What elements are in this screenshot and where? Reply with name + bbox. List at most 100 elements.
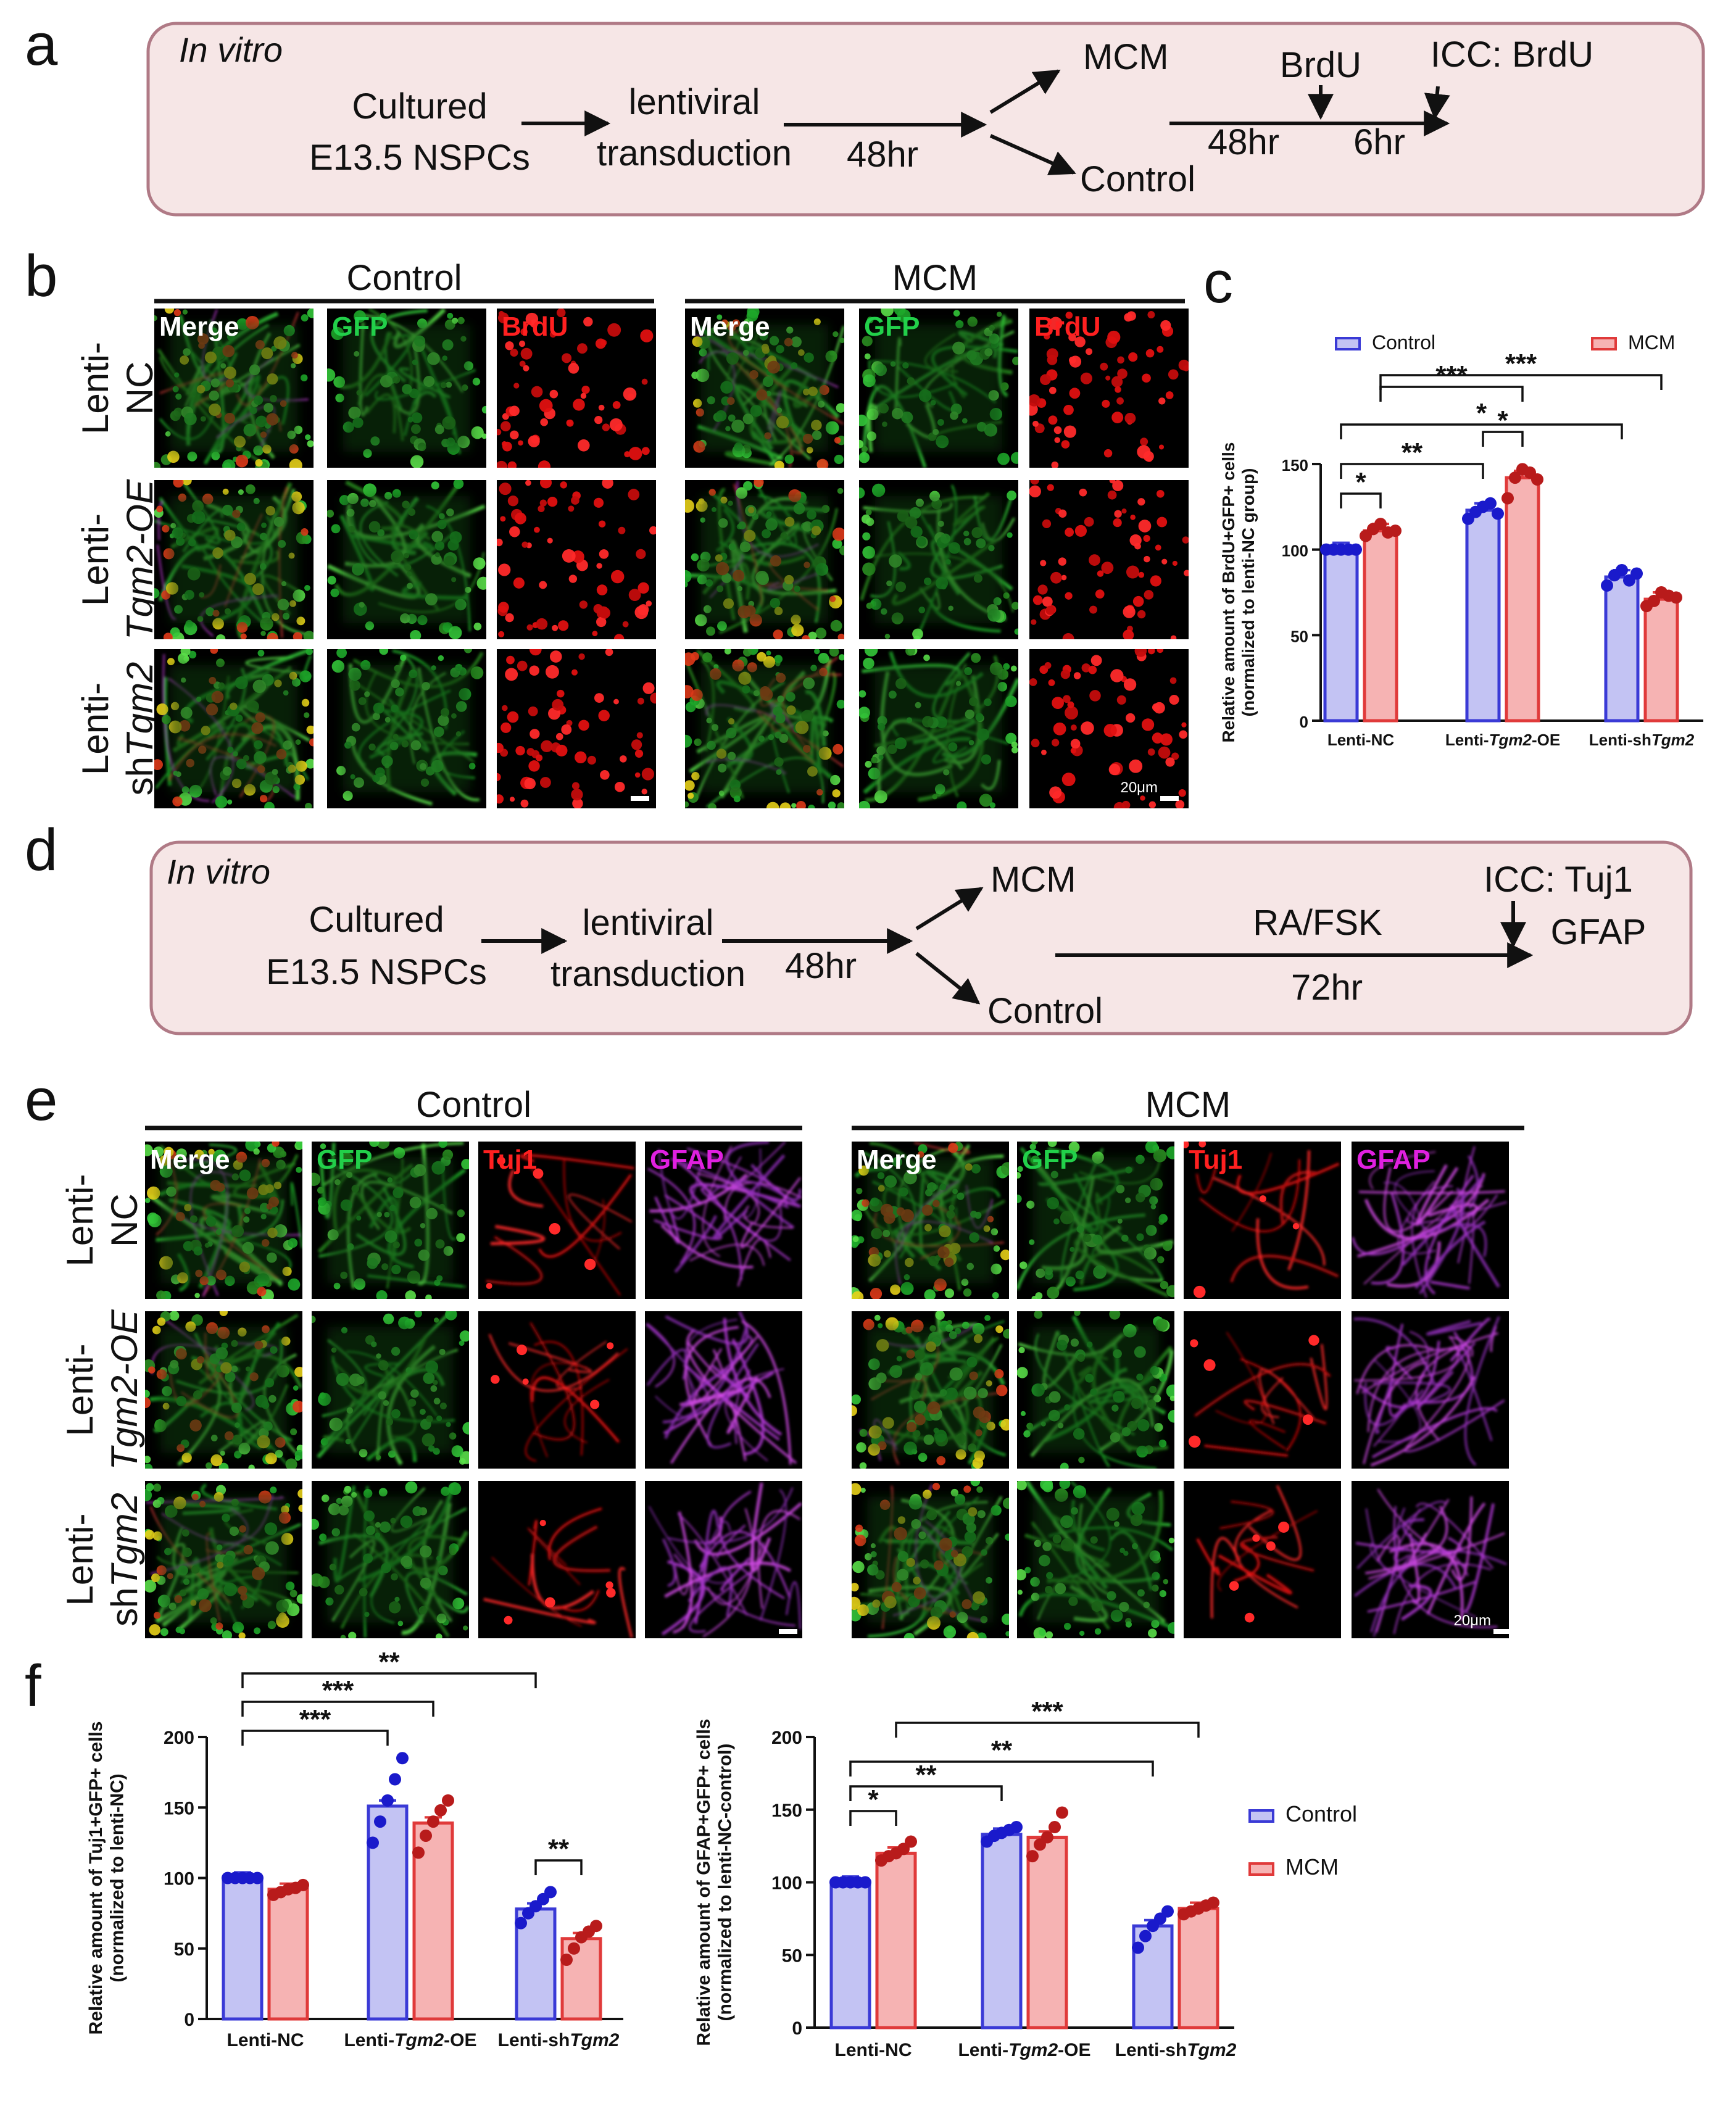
e-tile-mcm-tuj1-1 — [1184, 1311, 1341, 1469]
chart-f-right-bar-mcm-2 — [1177, 1907, 1219, 2029]
chart-c-point-mcm-0-4 — [1389, 524, 1402, 537]
e-tile-control-gfp-2 — [312, 1481, 469, 1638]
e-row-label-0: Lenti-NC — [59, 1174, 145, 1266]
chart-f-left-point-mcm-1-4 — [442, 1794, 454, 1807]
chart-c-legend-swatch-1 — [1591, 337, 1617, 350]
chart-f-left-bar-control-0 — [222, 1876, 264, 2021]
e-channel-label-1-0: Merge — [857, 1145, 937, 1175]
b-channel-label-1-0: Merge — [690, 312, 770, 342]
chart-f-right-point-control-0-4 — [859, 1876, 871, 1889]
chart-f-left-sig-0: *** — [299, 1704, 331, 1735]
chart-c-sig-0: * — [1355, 467, 1366, 497]
b-scale-label-1: 20μm — [1120, 779, 1158, 796]
e-tile-mcm-gfp-0 — [1017, 1142, 1174, 1299]
e-tile-mcm-gfp-2 — [1017, 1481, 1174, 1638]
flow-a-48hr: 48hr — [847, 135, 918, 175]
chart-c-ytick-label-0: 0 — [1300, 713, 1308, 731]
chart-c-bracket-1 — [1340, 463, 1484, 479]
chart-f-left-category-2: Lenti-shTgm2 — [498, 2030, 620, 2050]
chart-c-ylabel: Relative amount of BrdU+GFP+ cells(norma… — [1219, 442, 1258, 742]
b-tile-mcm-brdu-0 — [1029, 309, 1189, 468]
chart-c-ytick-label-1: 50 — [1290, 627, 1308, 645]
chart-f-left-bar-mcm-0 — [267, 1888, 309, 2021]
panel-letter-d: d — [25, 817, 57, 883]
chart-c-bracket-3 — [1340, 423, 1623, 439]
e-group-0-title: Control — [416, 1085, 531, 1125]
chart-f-right-category-1: Lenti-Tgm2-OE — [958, 2040, 1090, 2060]
e-tile-control-tuj1-0 — [478, 1142, 636, 1299]
b-channel-label-1-1: GFP — [864, 312, 920, 342]
panel-letter-a: a — [25, 12, 58, 78]
chart-f-left-point-control-0-4 — [251, 1872, 264, 1884]
b-tile-mcm-brdu-1 — [1029, 480, 1189, 639]
chart-f-right-bar-control-0 — [829, 1881, 871, 2029]
chart-c-bar-mcm-1 — [1505, 476, 1540, 723]
flow-d-48hr: 48hr — [785, 946, 857, 986]
chart-c-bar-control-0 — [1323, 548, 1359, 723]
b-row-label-0: Lenti-NC — [75, 342, 160, 434]
chart-f-left-point-control-2-0 — [515, 1917, 527, 1930]
flow-a-arrow-control — [989, 134, 1076, 175]
b-tile-control-brdu-2 — [497, 649, 656, 808]
chart-c-bar-mcm-2 — [1643, 597, 1679, 723]
chart-c-point-mcm-0-2 — [1374, 518, 1387, 531]
chart-f-right-bracket-2 — [849, 1760, 1154, 1776]
chart-f-right-point-control-2-1 — [1139, 1930, 1152, 1942]
flow-d-72hr: 72hr — [1291, 968, 1363, 1008]
b-tile-mcm-gfp-0 — [859, 309, 1018, 468]
chart-c-bar-mcm-0 — [1363, 529, 1398, 723]
chart-f-right-bar-mcm-1 — [1026, 1835, 1068, 2029]
flow-a-control: Control — [1080, 159, 1195, 199]
e-row-label-2: Lenti-shTgm2 — [59, 1493, 145, 1627]
flow-d-nspcs: E13.5 NSPCs — [266, 952, 487, 992]
chart-f-left-ytick-label-3: 150 — [164, 1798, 194, 1818]
chart-f-left-point-mcm-1-1 — [420, 1829, 432, 1842]
e-tile-control-gfp-0 — [312, 1142, 469, 1299]
e-channel-label-1-2: Tuj1 — [1189, 1145, 1242, 1175]
e-tile-mcm-merge-2 — [852, 1481, 1009, 1638]
chart-f-right-ytick-label-3: 150 — [771, 1801, 802, 1821]
chart-c-ytick-label-2: 100 — [1282, 542, 1308, 560]
e-scale-label-1: 20μm — [1453, 1612, 1491, 1629]
b-channel-label-0-2: BrdU — [502, 312, 568, 342]
flow-d-box — [149, 840, 1693, 1035]
chart-f-left-ytick-label-4: 200 — [164, 1728, 194, 1748]
e-row-label-1: Lenti-Tgm2-OE — [59, 1309, 145, 1470]
b-micrographs: Control MCM Lenti-NC Lenti-Tgm2-OE Lenti-shT… — [75, 258, 1189, 808]
flow-d-transduction: transduction — [550, 954, 745, 994]
b-scale-bar-1 — [1160, 796, 1179, 801]
e-tile-mcm-gfp-1 — [1017, 1311, 1174, 1469]
chart-c-point-control-1-4 — [1492, 507, 1504, 520]
b-tile-control-merge-0 — [154, 309, 314, 468]
chart-f-left: 0 50 100 150 200 Relative amount of Tuj1+GFP+… — [86, 1647, 623, 2050]
chart-f-left-point-mcm-1-3 — [434, 1804, 447, 1817]
chart-c-point-control-0-4 — [1350, 543, 1362, 556]
chart-f-left-category-1: Lenti-Tgm2-OE — [344, 2030, 476, 2050]
chart-f-right-bracket-1 — [849, 1785, 1003, 1801]
panel-letter-b: b — [25, 243, 57, 309]
chart-c-point-mcm-1-0 — [1501, 492, 1514, 505]
chart-f-right-legend-swatch-0 — [1248, 1809, 1274, 1823]
e-scale-bar-1 — [1493, 1629, 1512, 1634]
flow-a: In vitro Cultured E13.5 NSPCs lentiviral… — [179, 30, 1593, 199]
flow-a-icc-arrow — [1424, 86, 1450, 120]
chart-f-right-bar-mcm-0 — [875, 1851, 917, 2029]
chart-f-left-ytick-label-0: 0 — [184, 2010, 194, 2030]
chart-f-left-bracket-2 — [241, 1672, 537, 1688]
e-channel-label-0-3: GFAP — [650, 1145, 724, 1175]
chart-c-legend-label-0: Control — [1372, 331, 1435, 354]
flow-d-cultured: Cultured — [309, 900, 444, 940]
e-tile-control-gfap-0 — [645, 1142, 802, 1299]
flow-a-in-vitro: In vitro — [179, 30, 283, 69]
e-tile-mcm-gfap-0 — [1352, 1142, 1509, 1299]
chart-f-right-sig-3: *** — [1031, 1696, 1063, 1727]
e-tile-mcm-merge-0 — [852, 1142, 1009, 1299]
chart-c-sig-2: * — [1497, 405, 1508, 436]
flow-d-arrow-mcm — [915, 887, 984, 931]
flow-d-arrow-control — [915, 951, 981, 1005]
chart-c-point-mcm-1-1 — [1509, 471, 1521, 484]
flow-a-lentiviral: lentiviral — [629, 82, 760, 122]
chart-c-sig-3: * — [1476, 398, 1487, 428]
b-tile-control-brdu-0 — [497, 309, 656, 468]
flow-d-lentiviral: lentiviral — [583, 903, 714, 943]
